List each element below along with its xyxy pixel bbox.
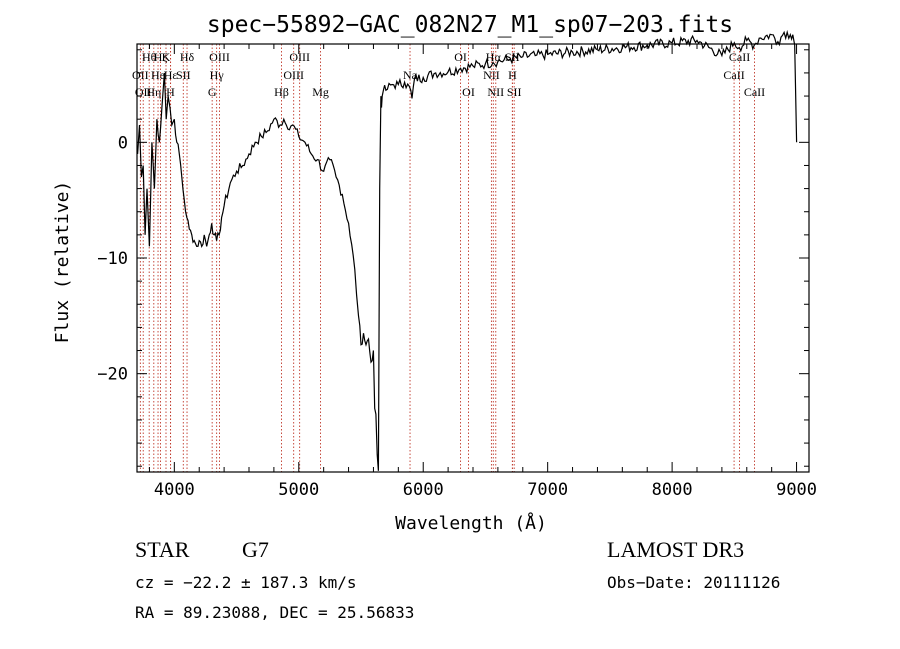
- observation-date: Obs−Date: 20111126: [607, 573, 781, 592]
- x-axis-label: Wavelength (Å): [395, 512, 547, 534]
- line-marker-label-7: H: [166, 85, 175, 99]
- axis-ticks: 4000 5000 6000 7000 8000 9000 0 −10 −20: [97, 44, 817, 500]
- line-marker-label-10: Hδ: [180, 50, 195, 64]
- x-tick-label: 4000: [154, 480, 195, 500]
- line-marker-label-16: OIII: [289, 50, 310, 64]
- y-tick-label: −10: [97, 249, 128, 269]
- object-subclass: G7: [242, 537, 269, 562]
- line-marker-label-22: Hα: [486, 50, 502, 64]
- line-marker-label-5: Hζ: [154, 50, 168, 64]
- line-marker-label-11: G: [208, 85, 217, 99]
- object-class: STAR: [135, 537, 190, 562]
- line-marker-label-2: Hθ: [142, 50, 157, 64]
- line-marker-label-28: CaII: [729, 50, 750, 64]
- line-marker-label-21: NII: [483, 68, 500, 82]
- line-marker-label-27: CaII: [723, 68, 744, 82]
- y-tick-label: 0: [118, 133, 128, 153]
- redshift-velocity: cz = −22.2 ± 187.3 km/s: [135, 573, 357, 592]
- plot-frame: [136, 43, 810, 473]
- sky-coordinates: RA = 89.23088, DEC = 25.56833: [135, 603, 415, 622]
- line-marker-label-13: OIII: [209, 50, 230, 64]
- x-tick-label: 9000: [776, 480, 817, 500]
- line-marker-label-17: Mg: [312, 85, 329, 99]
- x-tick-label: 6000: [403, 480, 444, 500]
- line-marker-label-23: NII: [487, 85, 504, 99]
- line-marker-label-15: OIII: [283, 68, 304, 82]
- line-marker-label-19: OI: [454, 50, 467, 64]
- line-marker-label-1: OII: [135, 85, 152, 99]
- line-marker-label-8: Hε: [164, 68, 178, 82]
- line-marker-label-4: He: [151, 68, 165, 82]
- line-markers: OIIOIIHθHηHeHζKHHεSIIHδGHγOIIIHβOIIIOIII…: [132, 44, 765, 472]
- x-tick-label: 8000: [652, 480, 693, 500]
- y-axis-label: Flux (relative): [52, 181, 73, 344]
- line-marker-label-0: OII: [132, 68, 149, 82]
- line-marker-label-25: SII: [507, 85, 522, 99]
- chart-title: spec−55892−GAC_082N27_M1_sp07−203.fits: [207, 12, 733, 38]
- x-tick-label: 5000: [278, 480, 319, 500]
- x-tick-label: 7000: [527, 480, 568, 500]
- line-marker-label-29: CaII: [744, 85, 765, 99]
- y-tick-label: −20: [97, 365, 128, 385]
- line-marker-label-14: Hβ: [274, 85, 289, 99]
- line-marker-label-20: OI: [462, 85, 475, 99]
- survey-name: LAMOST DR3: [607, 537, 745, 562]
- line-marker-label-12: Hγ: [210, 68, 225, 82]
- line-marker-label-26: H: [508, 68, 517, 82]
- line-marker-label-6: K: [162, 50, 171, 64]
- spectrum-line: [137, 29, 798, 471]
- line-marker-label-3: Hη: [146, 85, 161, 99]
- line-marker-label-9: SII: [176, 68, 191, 82]
